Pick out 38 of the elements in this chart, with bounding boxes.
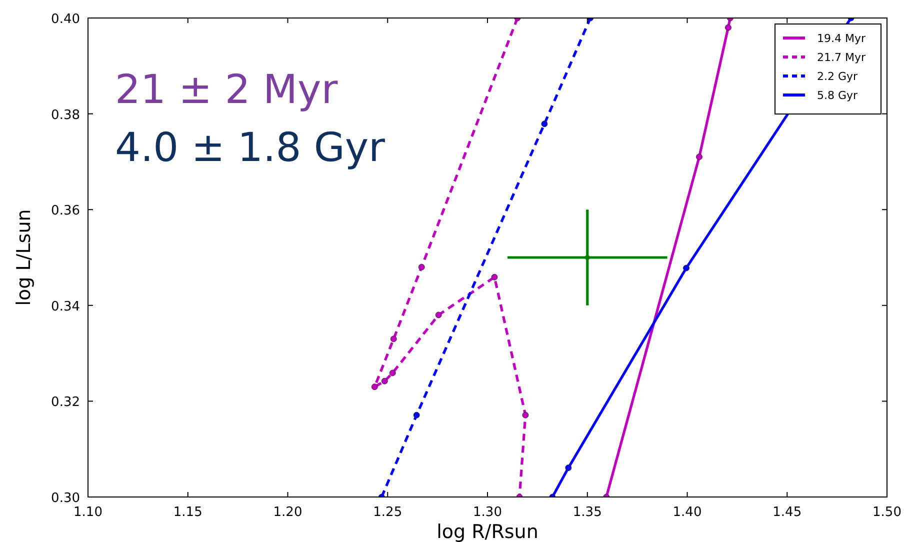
annotation: 4.0 ± 1.8 Gyr bbox=[115, 125, 386, 171]
x-tick-label: 1.25 bbox=[373, 505, 402, 520]
point bbox=[418, 264, 425, 270]
x-tick-label: 1.35 bbox=[572, 505, 602, 520]
x-tick-label: 1.15 bbox=[173, 505, 202, 520]
x-tick-label: 1.45 bbox=[772, 505, 802, 520]
point bbox=[491, 274, 498, 280]
point bbox=[413, 412, 420, 418]
point bbox=[696, 154, 702, 160]
x-axis-title: log R/Rsun bbox=[436, 521, 538, 542]
x-tick-label: 1.10 bbox=[74, 505, 102, 520]
x-tick-label: 1.50 bbox=[872, 505, 902, 520]
y-tick-label: 0.34 bbox=[51, 299, 80, 314]
point bbox=[435, 312, 442, 318]
y-axis-title: log L/Lsun bbox=[13, 209, 35, 306]
point bbox=[371, 384, 378, 390]
y-tick-label: 0.38 bbox=[51, 108, 80, 123]
y-tick-label: 0.30 bbox=[51, 491, 80, 506]
point bbox=[541, 120, 548, 128]
legend-label: 19.4 Myr bbox=[817, 32, 866, 45]
point bbox=[584, 255, 590, 260]
legend-label: 5.8 Gyr bbox=[817, 89, 858, 102]
point bbox=[390, 336, 397, 342]
point bbox=[389, 370, 396, 376]
y-tick-label: 0.36 bbox=[51, 204, 80, 219]
point bbox=[522, 412, 529, 418]
x-tick-label: 1.20 bbox=[273, 505, 302, 520]
annotation: 21 ± 2 Myr bbox=[115, 67, 338, 113]
point bbox=[565, 464, 572, 472]
y-tick-label: 0.40 bbox=[51, 12, 80, 27]
x-tick-label: 1.30 bbox=[473, 505, 502, 520]
x-tick-label: 1.40 bbox=[672, 505, 702, 520]
line-series bbox=[603, 18, 734, 497]
legend-label: 21.7 Myr bbox=[817, 51, 866, 64]
point bbox=[683, 264, 690, 272]
legend-label: 2.2 Gyr bbox=[817, 70, 858, 83]
y-tick-label: 0.32 bbox=[51, 395, 80, 410]
point bbox=[381, 378, 388, 384]
